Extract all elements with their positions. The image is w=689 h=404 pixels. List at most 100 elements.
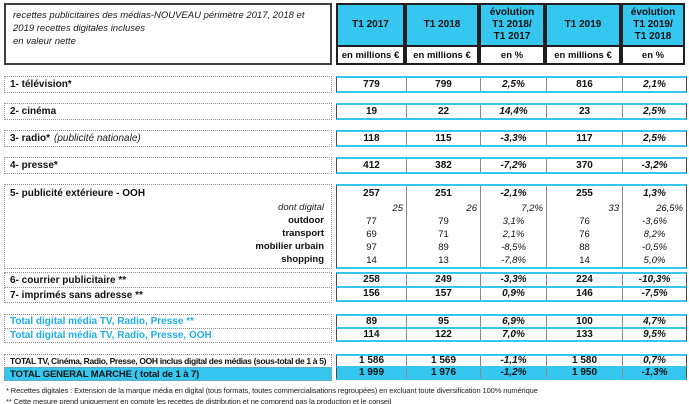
- value-cell: 1 586: [358, 356, 385, 366]
- value-cell: 25: [392, 202, 403, 214]
- row-label-text: TOTAL TV, Cinéma, Radio, Presse, OOH inc…: [10, 356, 327, 366]
- table-title: recettes publicitaires des médias-NOUVEA…: [4, 3, 332, 65]
- value-cell: 114: [363, 329, 380, 340]
- value-cell: -3,3%: [480, 132, 546, 145]
- row-label: Total digital média TV, Radio, Presse **: [4, 314, 332, 329]
- value-cell: 5,0%: [622, 254, 686, 267]
- row-label: 2- cinéma: [4, 103, 332, 120]
- value-cell: 779: [363, 78, 380, 90]
- row-label: TOTAL GENERAL MARCHE ( total de 1 à 7): [4, 367, 332, 381]
- label-column: 2- cinéma: [4, 103, 332, 120]
- row-label-text: Total digital média TV, Radio, Presse **: [10, 316, 194, 327]
- row-values: 89 95 6,9% 100 4,7%: [336, 314, 687, 329]
- label-column: 6- courrier publicitaire ** 7- imprimés s…: [4, 272, 332, 303]
- values-column: 258 249 -3,3% 224 -10,3% 156 157 0,9% 146 -7,5%: [336, 272, 687, 303]
- value-cell: -1,3%: [622, 368, 686, 378]
- value-cell: 122: [406, 329, 480, 340]
- row-values: 97 89 -8,5% 88 -0,5%: [337, 241, 686, 254]
- value-cell: 115: [406, 132, 480, 145]
- value-cell: 257: [363, 188, 380, 199]
- values-column: 257 251 -2,1% 255 1,3% 25 26 7,2% 33 26,5% 77 79 3,1…: [336, 184, 687, 269]
- value-cell: 76: [546, 228, 622, 241]
- column-header: T1 2018: [405, 3, 479, 47]
- value-cell: -7,5%: [622, 288, 686, 300]
- value-cell: 157: [406, 288, 480, 300]
- value-cell: 14,4%: [480, 105, 546, 118]
- values-column: 19 22 14,4% 23 2,5%: [336, 103, 687, 120]
- label-column: 1- télévision*: [4, 76, 332, 93]
- row-label-text: 3- radio*: [10, 133, 51, 144]
- row-label: 3- radio* (publicité nationale): [4, 130, 332, 147]
- value-cell: 26: [406, 202, 480, 215]
- row-label: outdoor: [5, 214, 331, 227]
- value-cell: 118: [363, 132, 380, 144]
- row-values: 1 586 1 569 -1,1% 1 580 0,7%: [336, 354, 687, 368]
- row-group: 6- courrier publicitaire ** 7- imprimés s…: [4, 272, 687, 303]
- value-cell: 382: [406, 159, 480, 172]
- row-label: 7- imprimés sans adresse **: [4, 287, 332, 303]
- value-cell: 100: [546, 316, 622, 327]
- value-cell: -7,2%: [480, 159, 546, 172]
- row-values: 69 71 2,1% 76 8,2%: [337, 228, 686, 241]
- value-cell: -2,1%: [480, 186, 546, 202]
- value-cell: -10,3%: [622, 274, 686, 286]
- row-label: transport: [5, 227, 331, 240]
- value-cell: 1 950: [546, 368, 622, 378]
- row-label: mobilier urbain: [5, 240, 331, 253]
- row-label: 1- télévision*: [4, 76, 332, 93]
- row-values: 77 79 3,1% 76 -3,6%: [337, 215, 686, 228]
- value-cell: 95: [406, 316, 480, 327]
- row-label: 4- presse*: [4, 157, 332, 174]
- value-cell: 89: [406, 241, 480, 254]
- row-label-text: Total digital média TV, Radio, Presse, O…: [10, 330, 212, 341]
- column-header: évolution T1 2019/ T1 2018: [621, 3, 685, 47]
- row-label: TOTAL TV, Cinéma, Radio, Presse, OOH inc…: [4, 354, 332, 368]
- value-cell: 14: [366, 254, 377, 266]
- value-cell: 117: [546, 132, 622, 145]
- column-4: T1 2019 en millions €: [545, 3, 621, 65]
- row-group: 4- presse* 412 382 -7,2% 370 -3,2%: [4, 157, 687, 174]
- value-cell: 816: [546, 78, 622, 91]
- value-cell: -1,1%: [480, 356, 546, 366]
- value-cell: 249: [406, 274, 480, 286]
- row-label-text: mobilier urbain: [255, 241, 324, 252]
- value-cell: 69: [366, 228, 377, 240]
- row-label-text: shopping: [281, 254, 324, 265]
- column-3: évolution T1 2018/ T1 2017 en %: [479, 3, 545, 65]
- label-column: TOTAL TV, Cinéma, Radio, Presse, OOH inc…: [4, 354, 332, 381]
- row-group: 3- radio* (publicité nationale) 118 115 -3,3…: [4, 130, 687, 147]
- row-group: 2- cinéma 19 22 14,4% 23 2,5%: [4, 103, 687, 120]
- values-column: 118 115 -3,3% 117 2,5%: [336, 130, 687, 147]
- value-cell: 2,5%: [480, 78, 546, 91]
- column-unit: en %: [621, 45, 685, 65]
- value-cell: -0,5%: [622, 241, 686, 254]
- value-cell: -3,2%: [622, 159, 686, 172]
- footnote-measure: ** Cette mesure prend uniquement en comp…: [6, 397, 392, 404]
- label-column: 4- presse*: [4, 157, 332, 174]
- values-column: 412 382 -7,2% 370 -3,2%: [336, 157, 687, 174]
- value-cell: 1 580: [546, 356, 622, 366]
- footnote-digital: * Recettes digitales : Extension de la m…: [6, 386, 538, 395]
- row-values: 257 251 -2,1% 255 1,3%: [337, 186, 686, 202]
- row-values: 258 249 -3,3% 224 -10,3%: [336, 272, 687, 288]
- label-column: Total digital média TV, Radio, Presse **…: [4, 314, 332, 343]
- column-1: T1 2017 en millions €: [336, 3, 405, 65]
- value-cell: 7,2%: [480, 202, 546, 215]
- column-unit: en %: [479, 45, 545, 65]
- value-cell: 6,9%: [480, 316, 546, 327]
- value-cell: 7,0%: [480, 329, 546, 340]
- row-values: 114 122 7,0% 133 9,5%: [336, 327, 687, 342]
- row-values: 19 22 14,4% 23 2,5%: [336, 103, 687, 120]
- value-cell: -8,5%: [480, 241, 546, 254]
- value-cell: 255: [546, 186, 622, 202]
- value-cell: -3,6%: [622, 215, 686, 228]
- column-header: T1 2017: [336, 3, 405, 47]
- table-title-main: recettes publicitaires des médias-NOUVEA…: [13, 10, 305, 34]
- value-cell: 19: [365, 105, 378, 117]
- value-cell: 799: [406, 78, 480, 91]
- label-column: 3- radio* (publicité nationale): [4, 130, 332, 147]
- value-cell: 79: [406, 215, 480, 228]
- value-cell: 133: [546, 329, 622, 340]
- value-cell: 71: [406, 228, 480, 241]
